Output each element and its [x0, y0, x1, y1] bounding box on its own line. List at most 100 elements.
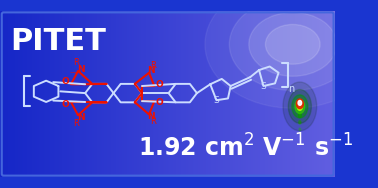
Bar	[112, 11, 115, 177]
Bar	[200, 11, 202, 177]
Bar	[126, 11, 128, 177]
Bar	[183, 11, 185, 177]
Bar	[15, 11, 18, 177]
Bar	[328, 11, 331, 177]
Bar	[195, 11, 197, 177]
Bar	[208, 11, 211, 177]
Bar	[50, 11, 53, 177]
Bar	[203, 11, 205, 177]
Bar	[149, 11, 152, 177]
Bar	[77, 11, 80, 177]
Bar	[246, 11, 249, 177]
Bar	[25, 11, 28, 177]
Bar	[295, 11, 297, 177]
Bar	[231, 11, 234, 177]
Bar	[216, 11, 219, 177]
Bar	[299, 11, 301, 177]
Bar	[233, 11, 235, 177]
Text: n: n	[288, 84, 294, 94]
Bar	[59, 11, 61, 177]
Ellipse shape	[298, 100, 302, 105]
Bar	[308, 11, 311, 177]
Bar	[166, 11, 169, 177]
Bar	[107, 11, 110, 177]
Bar	[89, 11, 91, 177]
Bar	[141, 11, 143, 177]
Ellipse shape	[265, 24, 320, 64]
Bar	[102, 11, 105, 177]
Bar	[87, 11, 90, 177]
Bar	[223, 11, 226, 177]
Bar	[30, 11, 33, 177]
Bar	[204, 11, 207, 177]
Bar	[330, 11, 333, 177]
Bar	[42, 11, 45, 177]
Bar	[284, 11, 286, 177]
Bar	[65, 11, 68, 177]
Bar	[209, 11, 212, 177]
Bar	[153, 11, 155, 177]
Bar	[7, 11, 9, 177]
Bar	[169, 11, 172, 177]
Bar	[312, 11, 314, 177]
Bar	[215, 11, 217, 177]
Text: R: R	[150, 61, 156, 70]
Bar	[245, 11, 247, 177]
Bar	[124, 11, 127, 177]
Text: 1.92 cm$^2$ V$^{-1}$ s$^{-1}$: 1.92 cm$^2$ V$^{-1}$ s$^{-1}$	[138, 134, 353, 161]
Bar	[116, 11, 118, 177]
Ellipse shape	[292, 95, 308, 118]
Bar	[134, 11, 137, 177]
Bar	[277, 11, 279, 177]
Bar	[17, 11, 19, 177]
Bar	[101, 11, 103, 177]
Bar	[220, 11, 222, 177]
Bar	[319, 11, 321, 177]
Bar	[13, 11, 16, 177]
Bar	[96, 11, 98, 177]
Bar	[184, 11, 187, 177]
Bar	[37, 11, 39, 177]
Bar	[47, 11, 50, 177]
Bar	[156, 11, 158, 177]
Bar	[121, 11, 123, 177]
Bar	[129, 11, 132, 177]
Bar	[97, 11, 100, 177]
Bar	[250, 11, 253, 177]
Text: —: —	[69, 70, 76, 76]
Bar	[151, 11, 153, 177]
Bar	[238, 11, 241, 177]
Bar	[272, 11, 274, 177]
Bar	[191, 11, 194, 177]
Bar	[144, 11, 147, 177]
Bar	[334, 11, 336, 177]
Bar	[332, 11, 335, 177]
Ellipse shape	[288, 89, 311, 123]
Bar	[188, 11, 191, 177]
Bar	[81, 11, 83, 177]
Bar	[35, 11, 38, 177]
Bar	[168, 11, 170, 177]
Bar	[54, 11, 56, 177]
Bar	[287, 11, 289, 177]
Bar	[138, 11, 140, 177]
Bar	[139, 11, 142, 177]
Text: N: N	[77, 65, 85, 74]
Bar	[76, 11, 78, 177]
Bar	[324, 11, 326, 177]
Bar	[226, 11, 229, 177]
Bar	[0, 11, 3, 177]
Bar	[147, 11, 150, 177]
Text: R: R	[73, 58, 79, 67]
Text: S: S	[214, 96, 219, 105]
Bar	[40, 11, 43, 177]
Text: N: N	[147, 66, 155, 75]
Text: PITET: PITET	[11, 27, 107, 56]
Bar	[164, 11, 167, 177]
Bar	[94, 11, 96, 177]
Bar	[181, 11, 184, 177]
Bar	[263, 11, 266, 177]
Bar	[84, 11, 87, 177]
Bar	[104, 11, 107, 177]
Bar	[270, 11, 273, 177]
